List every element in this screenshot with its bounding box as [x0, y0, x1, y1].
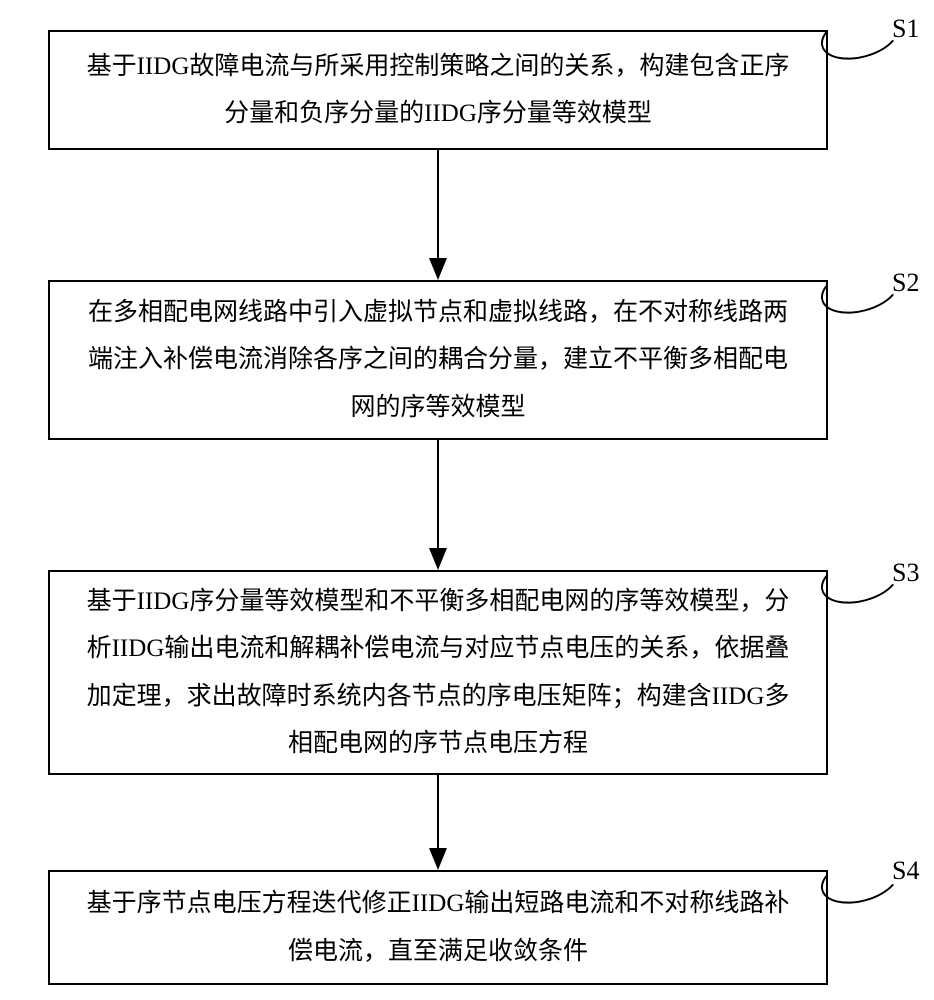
flowchart-canvas: 基于IIDG故障电流与所采用控制策略之间的关系，构建包含正序分量和负序分量的II… [0, 0, 934, 1000]
flow-step-s2: 在多相配电网线路中引入虚拟节点和虚拟线路，在不对称线路两端注入补偿电流消除各序之… [48, 280, 828, 440]
arrow-shaft [437, 150, 439, 260]
flow-step-text: 基于IIDG序分量等效模型和不平衡多相配电网的序等效模型，分析IIDG输出电流和… [80, 578, 796, 768]
flow-step-text: 基于序节点电压方程迭代修正IIDG输出短路电流和不对称线路补偿电流，直至满足收敛… [80, 880, 796, 975]
flow-step-text: 基于IIDG故障电流与所采用控制策略之间的关系，构建包含正序分量和负序分量的II… [80, 43, 796, 138]
arrow-shaft [437, 775, 439, 850]
flow-step-s3: 基于IIDG序分量等效模型和不平衡多相配电网的序等效模型，分析IIDG输出电流和… [48, 570, 828, 775]
arrow-head-icon [429, 258, 447, 280]
arrow-shaft [437, 440, 439, 550]
flow-step-s1: 基于IIDG故障电流与所采用控制策略之间的关系，构建包含正序分量和负序分量的II… [48, 30, 828, 150]
arrow-head-icon [429, 848, 447, 870]
arrow-head-icon [429, 548, 447, 570]
flow-step-text: 在多相配电网线路中引入虚拟节点和虚拟线路，在不对称线路两端注入补偿电流消除各序之… [80, 289, 796, 432]
flow-step-s4: 基于序节点电压方程迭代修正IIDG输出短路电流和不对称线路补偿电流，直至满足收敛… [48, 870, 828, 985]
